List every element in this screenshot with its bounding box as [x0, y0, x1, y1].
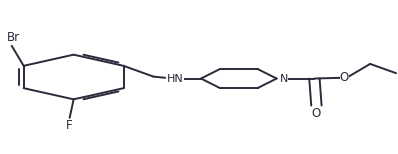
- Text: Br: Br: [7, 31, 20, 44]
- Text: HN: HN: [167, 74, 184, 83]
- Text: O: O: [312, 107, 321, 120]
- Text: F: F: [66, 119, 73, 132]
- Text: N: N: [280, 74, 288, 83]
- Text: O: O: [339, 71, 349, 84]
